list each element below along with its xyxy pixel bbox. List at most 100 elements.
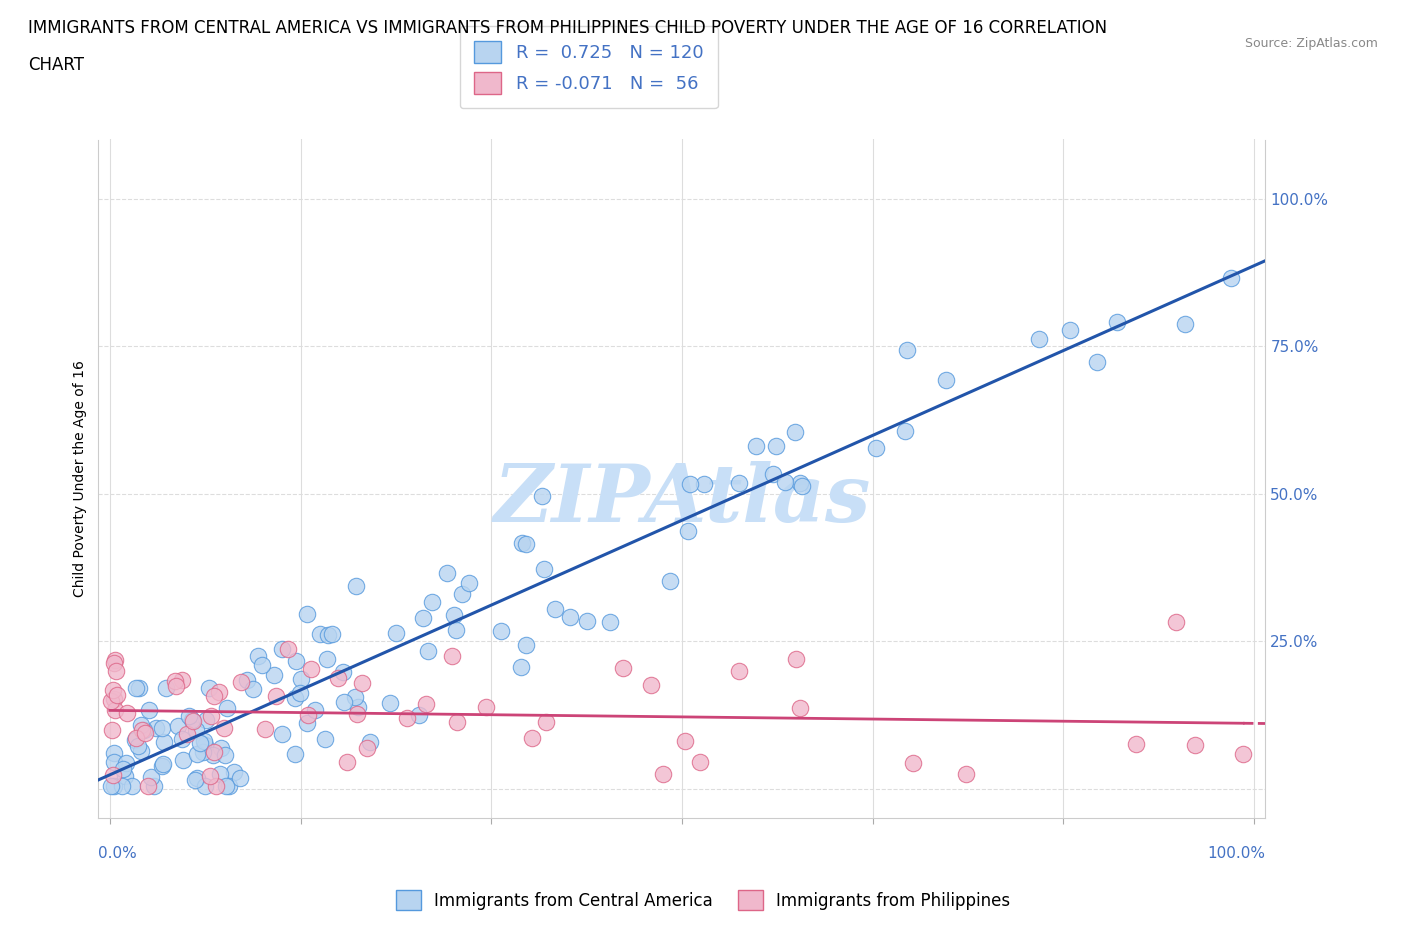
Point bbox=[172, 753, 194, 768]
Point bbox=[176, 726, 198, 741]
Point bbox=[727, 663, 749, 678]
Point bbox=[186, 747, 208, 762]
Point bbox=[295, 715, 318, 730]
Point bbox=[103, 754, 125, 769]
Point bbox=[100, 694, 122, 709]
Point bbox=[121, 778, 143, 793]
Point bbox=[218, 778, 240, 793]
Point bbox=[1232, 747, 1254, 762]
Point bbox=[420, 595, 443, 610]
Point bbox=[378, 696, 401, 711]
Point bbox=[242, 681, 264, 696]
Point bbox=[896, 342, 918, 357]
Point bbox=[179, 709, 201, 724]
Point bbox=[104, 663, 127, 678]
Point bbox=[762, 467, 785, 482]
Point bbox=[450, 586, 472, 601]
Point bbox=[101, 767, 124, 782]
Point bbox=[652, 766, 675, 781]
Point bbox=[773, 474, 796, 489]
Point bbox=[103, 691, 125, 706]
Point bbox=[105, 687, 128, 702]
Point bbox=[1107, 314, 1129, 329]
Point bbox=[111, 778, 134, 793]
Point bbox=[1174, 316, 1197, 331]
Point bbox=[676, 524, 699, 538]
Point bbox=[576, 614, 599, 629]
Point bbox=[475, 699, 498, 714]
Point bbox=[308, 627, 330, 642]
Point bbox=[284, 747, 307, 762]
Point bbox=[510, 660, 533, 675]
Point bbox=[446, 622, 468, 637]
Point bbox=[384, 626, 406, 641]
Point bbox=[359, 735, 381, 750]
Point bbox=[673, 734, 696, 749]
Point bbox=[515, 537, 537, 551]
Point bbox=[333, 695, 356, 710]
Point bbox=[125, 680, 148, 695]
Point bbox=[336, 754, 359, 769]
Point bbox=[1085, 354, 1108, 369]
Point bbox=[1184, 737, 1206, 752]
Point bbox=[346, 707, 368, 722]
Point bbox=[418, 644, 440, 658]
Point bbox=[153, 735, 176, 750]
Point bbox=[103, 656, 125, 671]
Point bbox=[522, 730, 544, 745]
Point bbox=[612, 660, 634, 675]
Point bbox=[138, 703, 160, 718]
Point bbox=[170, 732, 193, 747]
Point bbox=[785, 424, 807, 439]
Point bbox=[202, 745, 225, 760]
Point bbox=[318, 628, 340, 643]
Point bbox=[150, 759, 173, 774]
Point bbox=[658, 574, 681, 589]
Legend: R =  0.725   N = 120, R = -0.071   N =  56: R = 0.725 N = 120, R = -0.071 N = 56 bbox=[460, 26, 717, 108]
Point bbox=[112, 761, 135, 776]
Point bbox=[141, 769, 163, 784]
Point bbox=[346, 578, 368, 593]
Point bbox=[186, 770, 208, 785]
Point bbox=[143, 778, 166, 793]
Point bbox=[284, 690, 307, 705]
Point bbox=[129, 718, 152, 733]
Point bbox=[250, 658, 273, 672]
Point bbox=[412, 610, 434, 625]
Point bbox=[200, 709, 222, 724]
Point bbox=[229, 674, 252, 689]
Point bbox=[415, 697, 437, 711]
Point bbox=[408, 708, 430, 723]
Point bbox=[271, 727, 294, 742]
Point bbox=[510, 536, 533, 551]
Point bbox=[955, 766, 977, 781]
Point bbox=[1164, 615, 1187, 630]
Point bbox=[297, 708, 319, 723]
Point bbox=[530, 489, 553, 504]
Point bbox=[214, 748, 236, 763]
Point bbox=[181, 712, 204, 727]
Point bbox=[692, 477, 714, 492]
Point bbox=[224, 764, 246, 779]
Point bbox=[284, 653, 307, 668]
Point bbox=[129, 744, 152, 759]
Point bbox=[166, 719, 188, 734]
Point bbox=[745, 438, 768, 453]
Point bbox=[489, 623, 512, 638]
Point bbox=[117, 705, 139, 720]
Point bbox=[264, 689, 287, 704]
Point bbox=[134, 723, 156, 737]
Point bbox=[236, 672, 259, 687]
Point bbox=[344, 690, 367, 705]
Point bbox=[314, 731, 336, 746]
Point bbox=[396, 711, 419, 725]
Point bbox=[789, 476, 811, 491]
Point bbox=[446, 714, 468, 729]
Point bbox=[894, 423, 917, 438]
Point bbox=[127, 738, 149, 753]
Point bbox=[184, 773, 207, 788]
Point bbox=[288, 685, 311, 700]
Point bbox=[792, 478, 814, 493]
Point bbox=[458, 576, 481, 591]
Point bbox=[155, 680, 177, 695]
